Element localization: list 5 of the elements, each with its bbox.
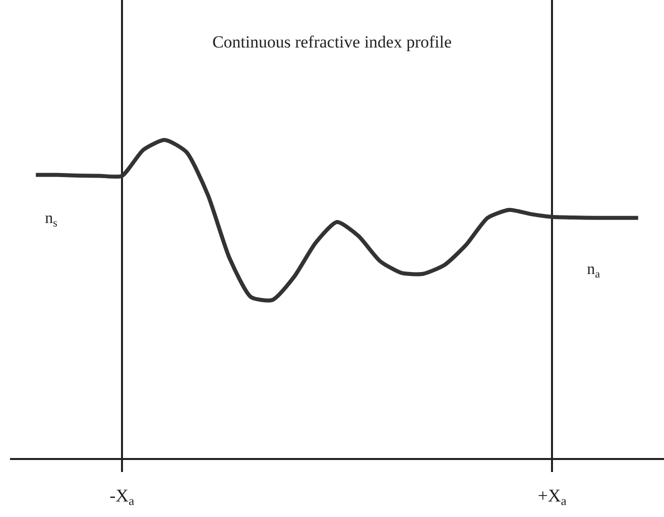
x-tick-label: -X$_{a}$ [110, 485, 135, 508]
x-tick-label: +X$_{a}$ [538, 485, 567, 508]
annotation: n$_{s}$ [45, 210, 58, 230]
chart-title: Continuous refractive index profile [212, 32, 452, 52]
annotation: n$_{a}$ [587, 261, 600, 280]
